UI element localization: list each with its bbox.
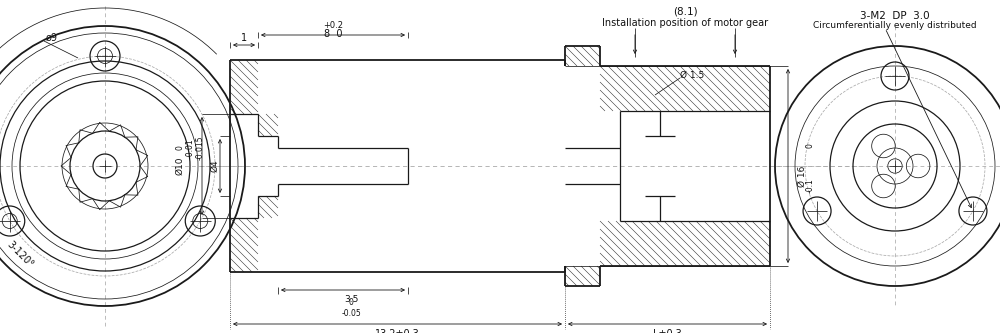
Text: -0.1: -0.1 (806, 178, 814, 193)
Text: 1: 1 (241, 33, 247, 43)
Text: L±0.3: L±0.3 (653, 329, 682, 333)
Text: Ø4: Ø4 (210, 160, 220, 172)
Text: Circumferentially evenly distributed: Circumferentially evenly distributed (813, 22, 977, 31)
Text: 3.5: 3.5 (344, 295, 358, 304)
Text: +0.2: +0.2 (323, 21, 343, 30)
Text: 3-120°: 3-120° (5, 240, 35, 270)
Text: 13.2±0.3: 13.2±0.3 (375, 329, 420, 333)
Text: Ø 16: Ø 16 (798, 165, 806, 187)
Text: 0: 0 (806, 144, 814, 149)
Text: Installation position of motor gear: Installation position of motor gear (602, 18, 768, 28)
Text: 0
-0.01
-0.015: 0 -0.01 -0.015 (175, 136, 205, 160)
Text: 8  0: 8 0 (324, 29, 342, 39)
Text: (8.1): (8.1) (673, 7, 697, 17)
Text: Ø10: Ø10 (176, 157, 184, 175)
Text: 3-M2  DP  3.0: 3-M2 DP 3.0 (860, 11, 930, 21)
Text: Ø 1.5: Ø 1.5 (680, 71, 704, 80)
Text: ø9: ø9 (46, 33, 58, 43)
Text: 0
-0.05: 0 -0.05 (341, 298, 361, 318)
